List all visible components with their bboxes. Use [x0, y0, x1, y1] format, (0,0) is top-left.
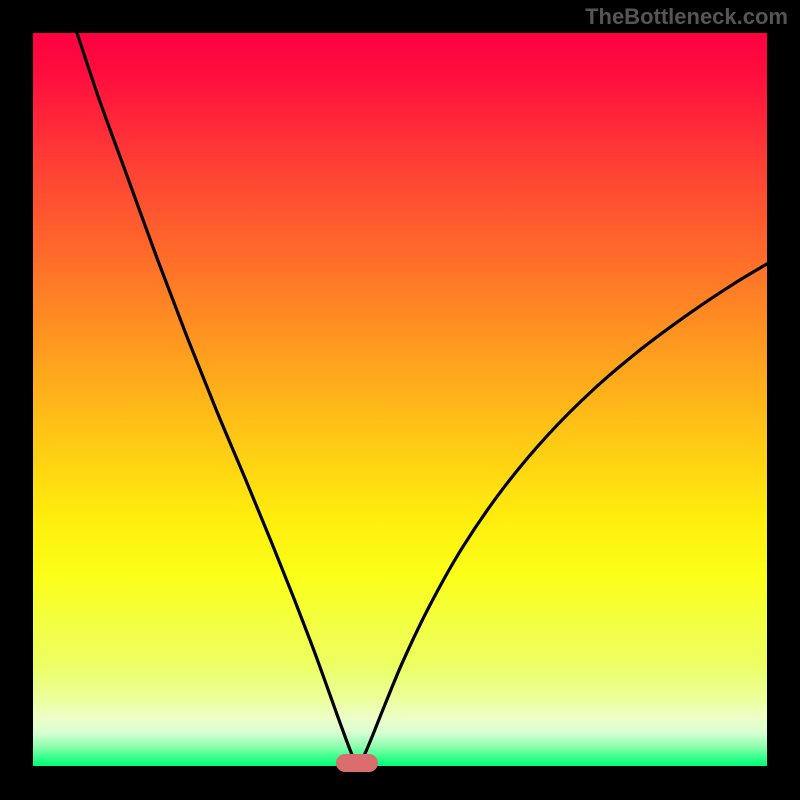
optimal-point-marker: [336, 754, 378, 772]
plot-area: [33, 33, 767, 766]
bottleneck-curve: [33, 33, 767, 766]
watermark-text: TheBottleneck.com: [585, 4, 788, 30]
curve-path: [77, 33, 767, 766]
